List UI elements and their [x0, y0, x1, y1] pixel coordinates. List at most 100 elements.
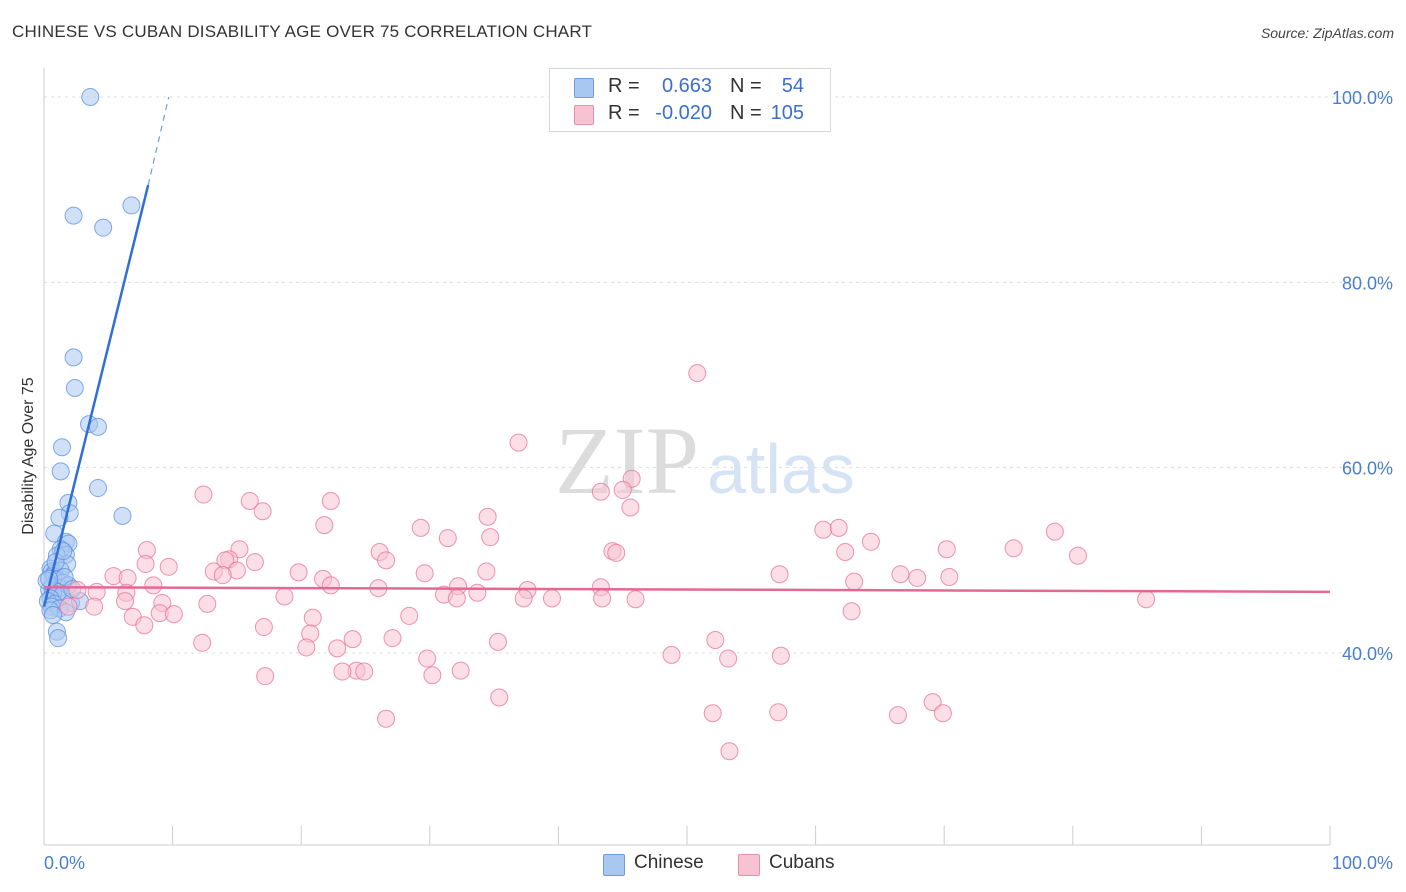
- data-point-cubans: [423, 666, 442, 685]
- data-point-cubans: [814, 520, 833, 539]
- bottom-legend-swatch-chinese: [603, 854, 625, 876]
- data-point-cubans: [888, 706, 907, 725]
- data-point-cubans: [478, 507, 497, 526]
- y-axis-label: Disability Age Over 75: [20, 377, 37, 535]
- legend-swatch-chinese: [574, 78, 594, 98]
- data-point-cubans: [940, 568, 959, 587]
- data-point-cubans: [68, 580, 87, 599]
- bottom-legend-swatch-cubans: [738, 854, 760, 876]
- data-point-cubans: [59, 597, 78, 616]
- data-point-cubans: [1004, 539, 1023, 558]
- y-tick-label: 40.0%: [1342, 644, 1393, 664]
- data-point-cubans: [621, 498, 640, 517]
- data-point-cubans: [194, 485, 213, 504]
- y-tick-label: 60.0%: [1342, 459, 1393, 479]
- data-point-cubans: [198, 594, 217, 613]
- data-point-cubans: [1045, 522, 1064, 541]
- legend: R = 0.663 N = 54 R = -0.020 N = 105: [549, 68, 831, 132]
- data-point-cubans: [842, 602, 861, 621]
- data-point-cubans: [275, 587, 294, 606]
- data-point-cubans: [321, 492, 340, 511]
- data-point-chinese: [53, 438, 72, 457]
- bottom-legend: Chinese Cubans: [0, 852, 1406, 876]
- data-point-cubans: [477, 562, 496, 581]
- x-tick-label: 100.0%: [1332, 853, 1393, 873]
- data-point-cubans: [468, 583, 487, 602]
- data-point-cubans: [662, 645, 681, 664]
- data-point-cubans: [343, 630, 362, 649]
- data-point-cubans: [315, 516, 334, 535]
- data-point-cubans: [213, 566, 232, 585]
- trend-line-cubans: [43, 585, 1331, 594]
- data-point-cubans: [481, 528, 500, 547]
- data-point-cubans: [193, 633, 212, 652]
- legend-r-label: R =: [608, 75, 640, 97]
- trend-line-chinese: [42, 184, 150, 607]
- data-point-cubans: [297, 638, 316, 657]
- data-point-cubans: [861, 532, 880, 551]
- data-point-chinese: [122, 196, 141, 215]
- data-point-cubans: [85, 597, 104, 616]
- data-point-cubans: [706, 631, 725, 650]
- legend-row-cubans: R = -0.020 N = 105: [550, 102, 830, 128]
- data-point-cubans: [377, 709, 396, 728]
- data-point-cubans: [542, 589, 561, 608]
- legend-r-value: 0.663: [661, 75, 712, 97]
- legend-row-chinese: R = 0.663 N = 54: [550, 75, 830, 101]
- x-tick-label: 0.0%: [44, 853, 85, 873]
- data-point-cubans: [303, 608, 322, 627]
- data-point-cubans: [1068, 546, 1087, 565]
- data-point-cubans: [933, 704, 952, 723]
- data-point-cubans: [355, 662, 374, 681]
- data-point-cubans: [490, 688, 509, 707]
- data-point-cubans: [438, 529, 457, 548]
- data-point-cubans: [447, 589, 466, 608]
- data-point-cubans: [937, 540, 956, 559]
- source-label: Source: ZipAtlas.com: [1260, 25, 1394, 41]
- data-point-cubans: [769, 703, 788, 722]
- legend-swatch-cubans: [574, 105, 594, 125]
- data-point-cubans: [254, 618, 273, 637]
- data-point-cubans: [400, 606, 419, 625]
- data-point-cubans: [289, 563, 308, 582]
- data-point-cubans: [613, 480, 632, 499]
- data-point-cubans: [719, 649, 738, 668]
- data-point-cubans: [253, 502, 272, 521]
- tick-labels: 40.0% 60.0% 80.0% 100.0% 0.0% 100.0%: [44, 88, 1393, 873]
- bottom-legend-label-cubans: Cubans: [769, 852, 835, 873]
- data-point-cubans: [923, 693, 942, 712]
- data-point-chinese: [49, 629, 68, 648]
- data-point-cubans: [333, 662, 352, 681]
- data-point-cubans: [891, 565, 910, 584]
- series-cubans: [59, 364, 1156, 761]
- data-point-cubans: [509, 433, 528, 452]
- legend-n-value: 105: [770, 102, 804, 124]
- trend-line-chinese-extension: [147, 96, 170, 186]
- data-point-cubans: [607, 543, 626, 562]
- trend-lines: [42, 96, 1331, 607]
- data-point-cubans: [591, 482, 610, 501]
- data-point-chinese: [89, 479, 108, 498]
- data-point-chinese: [81, 88, 100, 106]
- data-point-chinese: [51, 462, 70, 481]
- data-point-cubans: [908, 568, 927, 587]
- data-point-cubans: [836, 542, 855, 561]
- chart-title: CHINESE VS CUBAN DISABILITY AGE OVER 75 …: [12, 22, 593, 41]
- data-point-cubans: [411, 518, 430, 537]
- data-point-cubans: [451, 661, 470, 680]
- data-point-cubans: [514, 589, 533, 608]
- data-point-cubans: [164, 605, 183, 624]
- data-point-cubans: [116, 592, 135, 611]
- data-point-cubans: [383, 629, 402, 648]
- series-chinese: [37, 88, 141, 648]
- axes: [43, 68, 1331, 846]
- data-point-cubans: [240, 492, 259, 511]
- data-point-cubans: [845, 572, 864, 591]
- data-point-cubans: [688, 364, 707, 383]
- data-point-cubans: [135, 616, 154, 635]
- data-point-cubans: [703, 704, 722, 723]
- data-point-chinese: [94, 218, 113, 237]
- legend-n-value: 54: [781, 75, 804, 97]
- bottom-legend-label-chinese: Chinese: [634, 852, 704, 873]
